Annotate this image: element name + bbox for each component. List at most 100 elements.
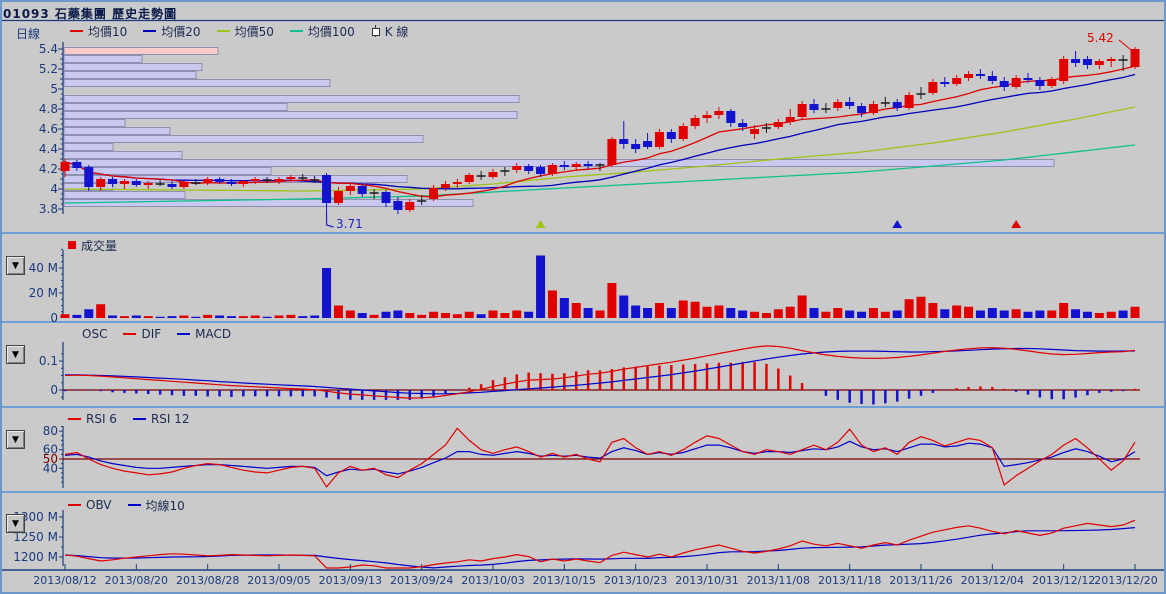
svg-text:4.4: 4.4 (39, 142, 58, 156)
svg-text:2013/11/08: 2013/11/08 (747, 574, 810, 587)
line-swatch-icon (216, 30, 230, 32)
mode-selector[interactable]: 日線 (16, 27, 41, 41)
svg-text:4.8: 4.8 (39, 102, 58, 116)
macd-panel: 0.10 (39, 342, 1140, 405)
legend-item: 均價100 (289, 23, 355, 40)
line-swatch-icon (123, 333, 137, 335)
signal-triangle-icon (535, 220, 546, 228)
legend-label: RSI 6 (86, 412, 117, 426)
line-swatch-icon (70, 30, 83, 32)
legend-item: RSI 6 (68, 412, 117, 426)
legend-label: MACD (195, 327, 232, 341)
svg-text:50: 50 (43, 452, 58, 466)
svg-text:5: 5 (50, 82, 58, 96)
legend-label: 均價20 (161, 24, 201, 39)
svg-text:4.6: 4.6 (39, 122, 58, 136)
svg-text:2013/08/12: 2013/08/12 (33, 574, 96, 587)
legend-item: 成交量 (68, 237, 117, 254)
svg-text:60: 60 (43, 443, 58, 457)
signal-triangle-icon (1011, 220, 1022, 228)
svg-text:2013/10/31: 2013/10/31 (675, 574, 738, 587)
legend-item: 均價20 (143, 23, 201, 40)
title-bar: 01093 石藥集團 歷史走勢圖 (3, 3, 1103, 21)
volume-legend: 成交量 (68, 237, 117, 254)
annotation-pointers (325, 39, 1132, 228)
svg-text:2013/12/12: 2013/12/12 (1032, 574, 1095, 587)
window-title: 01093 石藥集團 歷史走勢圖 (3, 7, 178, 21)
rsi-collapse-button[interactable]: ▼ (6, 430, 25, 449)
macd-collapse-button[interactable]: ▼ (6, 345, 25, 364)
legend-item: 均線10 (127, 497, 185, 514)
price-low-annotation: 3.71 (336, 217, 363, 231)
legend-label: 均價100 (307, 24, 355, 39)
volume-profile (63, 47, 1055, 207)
volume-panel: 40 M 20 M 0 (29, 248, 1140, 325)
svg-text:2013/08/28: 2013/08/28 (176, 574, 239, 587)
svg-text:0: 0 (50, 383, 58, 397)
line-swatch-icon (132, 418, 146, 420)
svg-text:80: 80 (43, 424, 58, 438)
legend-label: OSC (82, 327, 108, 341)
legend-item: OSC (82, 327, 107, 341)
svg-text:20 M: 20 M (29, 286, 58, 300)
legend-label: K 線 (384, 24, 409, 39)
svg-text:2013/10/03: 2013/10/03 (461, 574, 524, 587)
svg-text:5.4: 5.4 (39, 42, 58, 56)
square-swatch-icon (68, 241, 76, 249)
svg-text:1250 M: 1250 M (13, 530, 58, 544)
svg-text:2013/11/18: 2013/11/18 (818, 574, 881, 587)
obv-collapse-button[interactable]: ▼ (6, 514, 25, 533)
svg-text:2013/12/04: 2013/12/04 (961, 574, 1024, 587)
candle-icon (371, 25, 380, 37)
legend-label: 均線10 (145, 498, 185, 513)
main-chart-legend: 均價10 均價20 均價50 均價100 K 線 (70, 23, 409, 40)
svg-text:3.8: 3.8 (39, 202, 58, 216)
legend-item: MACD (177, 327, 231, 341)
rsi-legend: RSI 6 RSI 12 (68, 412, 190, 426)
legend-item: DIF (123, 327, 161, 341)
legend-label: OBV (86, 498, 112, 512)
svg-text:2013/11/26: 2013/11/26 (889, 574, 952, 587)
price-high-annotation: 5.42 (1087, 31, 1114, 45)
line-swatch-icon (289, 30, 303, 32)
svg-text:2013/09/13: 2013/09/13 (319, 574, 382, 587)
line-swatch-icon (127, 504, 141, 506)
macd-legend: OSC DIF MACD (82, 327, 231, 341)
legend-label: RSI 12 (150, 412, 190, 426)
svg-text:2013/10/23: 2013/10/23 (604, 574, 667, 587)
svg-text:2013/09/05: 2013/09/05 (247, 574, 310, 587)
svg-text:2013/10/15: 2013/10/15 (533, 574, 596, 587)
svg-text:2013/08/20: 2013/08/20 (105, 574, 168, 587)
svg-text:0.1: 0.1 (39, 354, 58, 368)
candlestick-layer (60, 47, 1140, 218)
svg-text:4: 4 (50, 182, 58, 196)
date-axis: 2013/08/12 2013/08/20 2013/08/28 2013/09/05… (2, 564, 1164, 587)
legend-label: 均價50 (234, 24, 274, 39)
legend-label: DIF (141, 327, 162, 341)
svg-text:2013/09/24: 2013/09/24 (390, 574, 453, 587)
volume-collapse-button[interactable]: ▼ (6, 256, 25, 275)
legend-item: RSI 12 (132, 412, 190, 426)
signal-markers (535, 220, 1022, 228)
legend-item: K 線 (371, 23, 409, 40)
svg-text:40 M: 40 M (29, 261, 58, 275)
legend-item: 均價50 (216, 23, 274, 40)
legend-label: 成交量 (81, 238, 118, 253)
main-price-axis: 5.4 5.2 5 4.8 4.6 4.4 4.2 4 3.8 (39, 42, 64, 216)
legend-item: OBV (68, 498, 112, 512)
svg-text:4.2: 4.2 (39, 162, 58, 176)
line-swatch-icon (177, 333, 191, 335)
line-swatch-icon (143, 30, 157, 32)
legend-item: 均價10 (70, 23, 127, 40)
svg-text:1200 M: 1200 M (13, 550, 58, 564)
line-swatch-icon (68, 418, 81, 420)
legend-label: 均價10 (88, 24, 128, 39)
line-swatch-icon (68, 504, 81, 506)
signal-triangle-icon (892, 220, 903, 228)
obv-legend: OBV 均線10 (68, 497, 185, 514)
svg-text:0: 0 (50, 311, 58, 325)
